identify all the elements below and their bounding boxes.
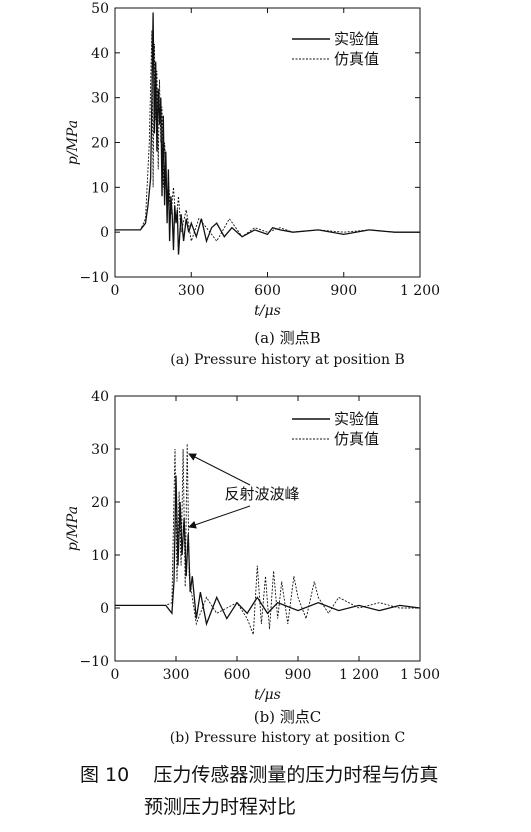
y-tick-label: 10 [91,548,109,564]
y-tick-label: 30 [91,91,109,107]
annotation-arrow [188,505,251,529]
figure-title-line1: 压力传感器测量的压力时程与仿真 [153,764,439,786]
x-tick-label: 1 500 [400,667,440,683]
x-tick-label: 1 200 [400,283,440,299]
legend-label: 仿真值 [334,430,379,448]
subcaption-en: (b) Pressure history at position C [170,730,406,746]
x-axis-label: t/μs [254,303,281,319]
y-tick-label: 30 [91,442,109,458]
y-tick-label: −10 [79,654,109,670]
x-tick-label: 0 [111,667,120,683]
subcaption-cn: (b) 测点C [254,708,322,726]
series-line-simulation [115,30,420,242]
subcaption-cn: (a) 测点B [254,329,320,347]
y-tick-label: 50 [91,1,109,17]
figure-caption-line1: 图 10 压力传感器测量的压力时程与仿真 [80,760,531,787]
x-tick-label: 300 [163,667,190,683]
y-tick-label: 0 [100,225,109,241]
x-tick-label: 0 [111,283,120,299]
x-tick-label: 1 200 [339,667,379,683]
chart-b: 0 300 600 900 1 200 1 500−10010203040t/μsp/MP… [65,389,440,746]
y-tick-label: 10 [91,180,109,196]
y-tick-label: 20 [91,495,109,511]
y-tick-label: 40 [91,46,109,62]
chart-a: 0 300 600 900 1 200−1001020304050t/μsp/MPa实验… [65,1,440,368]
y-axis-label: p/MPa [65,506,81,551]
y-tick-label: −10 [79,270,109,286]
series-line-simulation [115,443,420,635]
legend-label: 实验值 [334,410,379,428]
subcaption-en: (a) Pressure history at position B [170,352,404,368]
y-tick-label: 40 [91,389,109,405]
y-tick-label: 20 [91,136,109,152]
figure-title-line2: 预测压力时程对比 [144,796,297,818]
y-tick-label: 0 [100,601,109,617]
x-tick-label: 900 [285,667,312,683]
y-axis-label: p/MPa [65,120,81,165]
plot-frame [114,395,421,662]
legend-label: 实验值 [334,30,379,48]
annotation-arrow [188,453,251,486]
annotation-label: 反射波波峰 [224,485,299,503]
x-tick-label: 600 [254,283,281,299]
series-line-experiment [115,12,420,255]
x-axis-label: t/μs [254,687,281,703]
figure-number: 图 10 [80,764,130,786]
x-tick-label: 900 [330,283,357,299]
legend-label: 仿真值 [334,50,379,68]
x-tick-label: 600 [224,667,251,683]
x-tick-label: 300 [178,283,205,299]
